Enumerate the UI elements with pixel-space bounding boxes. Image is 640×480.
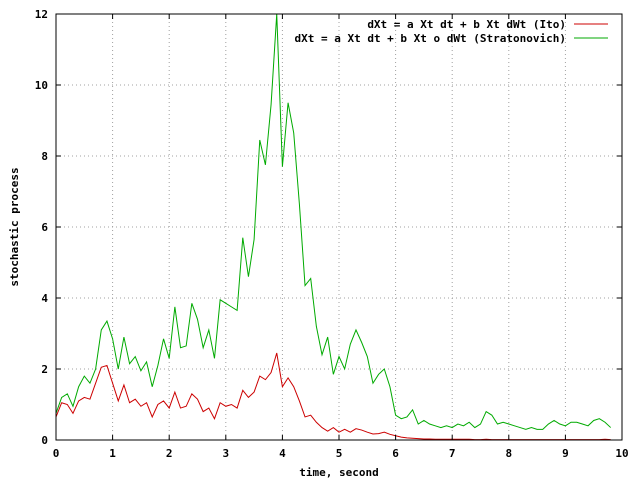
x-axis-label: time, second <box>299 466 378 479</box>
x-tick-label: 7 <box>449 447 456 460</box>
y-tick-label: 8 <box>41 150 48 163</box>
x-tick-label: 0 <box>53 447 60 460</box>
x-tick-label: 5 <box>336 447 343 460</box>
x-tick-label: 10 <box>615 447 628 460</box>
x-tick-label: 9 <box>562 447 569 460</box>
y-tick-label: 2 <box>41 363 48 376</box>
y-tick-label: 6 <box>41 221 48 234</box>
grid-lines <box>56 14 622 440</box>
series-lines <box>56 14 612 440</box>
y-tick-label: 0 <box>41 434 48 447</box>
y-axis-label: stochastic process <box>8 167 21 286</box>
x-tick-label: 2 <box>166 447 173 460</box>
legend: dXt = a Xt dt + b Xt dWt (Ito)dXt = a Xt… <box>294 18 608 45</box>
x-tick-label: 1 <box>109 447 116 460</box>
y-tick-label: 12 <box>35 8 48 21</box>
legend-label-1: dXt = a Xt dt + b Xt dWt (Ito) <box>367 18 566 31</box>
x-tick-label: 3 <box>222 447 229 460</box>
legend-label-2: dXt = a Xt dt + b Xt o dWt (Stratonovich… <box>294 32 566 45</box>
series-line-2 <box>56 14 612 430</box>
x-tick-label: 4 <box>279 447 286 460</box>
x-tick-label: 6 <box>392 447 399 460</box>
y-tick-label: 4 <box>41 292 48 305</box>
y-tick-label: 10 <box>35 79 48 92</box>
x-tick-label: 8 <box>505 447 512 460</box>
